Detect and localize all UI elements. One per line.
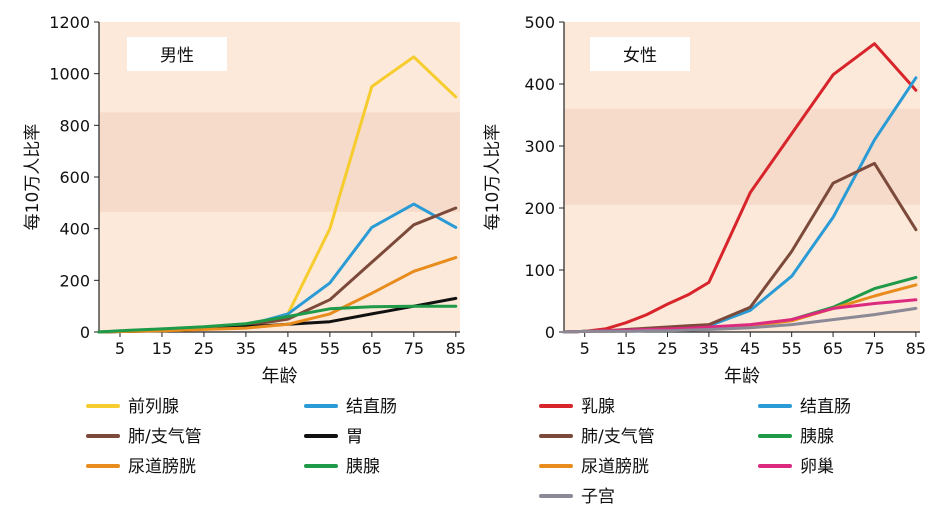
- female-chart-title: 女性: [623, 46, 657, 66]
- male-x-tick-label: 5: [115, 339, 125, 358]
- female-y-axis-label: 每10万人比率: [483, 124, 503, 231]
- male-y-axis-label: 每10万人比率: [23, 124, 43, 231]
- male-y-tick-label: 0: [80, 323, 90, 342]
- female-x-tick-label: 65: [823, 339, 843, 358]
- female-x-tick-label: 5: [580, 339, 590, 358]
- female-y-tick-label: 0: [545, 323, 555, 342]
- female-y-tick-label: 100: [524, 261, 555, 280]
- male-x-tick-label: 15: [152, 339, 172, 358]
- female-legend-label: 肺/支气管: [581, 427, 655, 447]
- male-x-tick-label: 75: [404, 339, 424, 358]
- female-legend-label: 子宫: [581, 487, 615, 507]
- female-series-line-0: [562, 42, 918, 334]
- male-legend-label: 结直肠: [346, 397, 397, 417]
- male-shaded-band: [99, 112, 460, 212]
- male-legend-label: 胃: [346, 427, 363, 447]
- female-x-tick-label: 45: [740, 339, 760, 358]
- male-y-tick-label: 1000: [49, 65, 90, 84]
- female-shaded-band: [564, 108, 920, 205]
- male-chart-title: 男性: [160, 46, 194, 66]
- male-y-tick-label: 600: [59, 168, 90, 187]
- male-y-tick-label: 1200: [49, 13, 90, 32]
- male-y-tick-label: 400: [59, 220, 90, 239]
- male-legend-label: 前列腺: [128, 397, 179, 417]
- female-legend-label: 结直肠: [800, 397, 851, 417]
- male-y-tick-label: 200: [59, 271, 90, 290]
- female-x-tick-label: 55: [781, 339, 801, 358]
- female-y-tick-label: 200: [524, 199, 555, 218]
- female-title-box: [590, 37, 690, 71]
- male-legend-label: 胰腺: [346, 457, 380, 477]
- female-legend-label: 乳腺: [581, 397, 615, 417]
- female-legend-label: 胰腺: [800, 427, 834, 447]
- female-y-tick-label: 300: [524, 137, 555, 156]
- female-x-tick-label: 15: [616, 339, 636, 358]
- male-x-tick-label: 85: [446, 339, 466, 358]
- female-x-tick-label: 25: [657, 339, 677, 358]
- male-x-tick-label: 25: [194, 339, 214, 358]
- male-chart-panel: 男性 0 200 400 600 800 1000 1200 5 15 25 35 45 55 65 75 85…: [23, 13, 466, 477]
- male-series-line-5: [97, 304, 458, 334]
- female-legend-label: 卵巢: [800, 457, 834, 477]
- female-y-tick-label: 500: [524, 13, 555, 32]
- male-title-box: [127, 37, 227, 71]
- female-x-tick-label: 85: [906, 339, 926, 358]
- female-x-tick-label: 75: [864, 339, 884, 358]
- female-legend-label: 尿道膀胱: [581, 457, 649, 477]
- female-y-tick-label: 400: [524, 75, 555, 94]
- male-y-tick-label: 800: [59, 116, 90, 135]
- female-series-line-6: [562, 306, 918, 334]
- male-x-axis-label: 年龄: [262, 366, 298, 387]
- female-x-tick-label: 35: [699, 339, 719, 358]
- male-x-tick-label: 45: [278, 339, 298, 358]
- male-x-tick-label: 35: [236, 339, 256, 358]
- female-chart-panel: 女性 0 100 200 300 400 500 5 15 25 35 45 55 65 75 85 年龄 每10…: [483, 13, 926, 507]
- male-x-tick-label: 65: [362, 339, 382, 358]
- male-legend-label: 尿道膀胱: [128, 457, 196, 477]
- male-x-tick-label: 55: [320, 339, 340, 358]
- female-x-axis-label: 年龄: [724, 366, 760, 387]
- male-legend-label: 肺/支气管: [128, 427, 202, 447]
